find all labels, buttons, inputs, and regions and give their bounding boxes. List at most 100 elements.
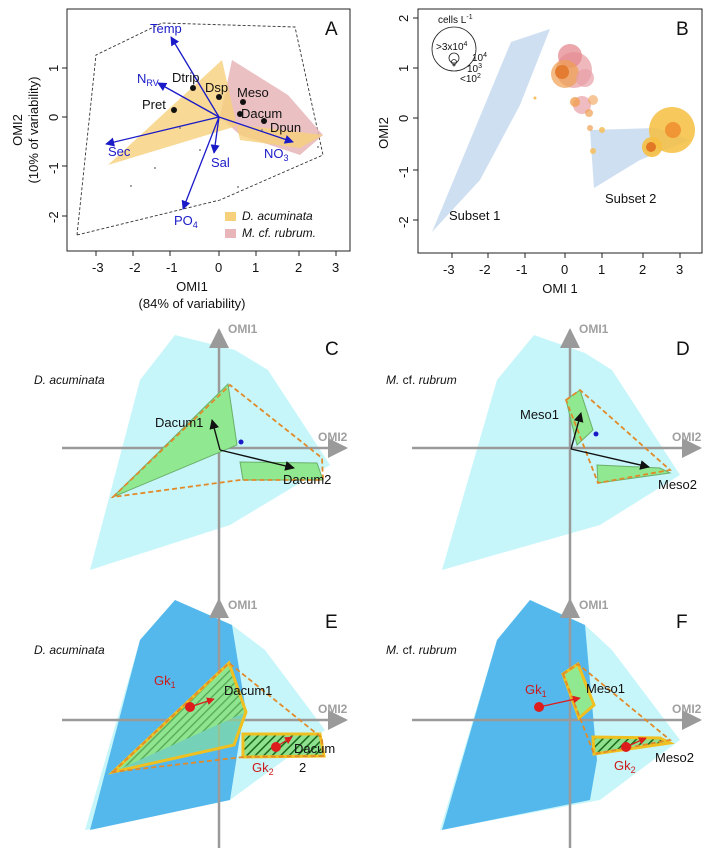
subset1-hull xyxy=(432,29,550,232)
a-ytick: 1 xyxy=(46,65,61,72)
d-axis-h-label: OMI2 xyxy=(672,430,702,444)
panel-e-letter: E xyxy=(325,612,338,633)
a-ytick: -2 xyxy=(46,211,61,223)
b-xtick: 0 xyxy=(561,262,568,277)
c-origin-point xyxy=(238,439,244,445)
b-ytick: -2 xyxy=(396,216,411,228)
size-legend-item: 103 xyxy=(467,63,482,75)
f-axis-v-label: OMI1 xyxy=(579,598,609,612)
b-xlabel: OMI 1 xyxy=(542,281,577,296)
e-gk2-label: Gk2 xyxy=(252,760,274,777)
vector-nrv xyxy=(157,82,220,118)
b-xtick: -1 xyxy=(516,262,528,277)
b-ytick: 2 xyxy=(396,15,411,22)
f-axis-h-label: OMI2 xyxy=(672,702,702,716)
b-ytick: 1 xyxy=(396,65,411,72)
legend-label-dacum: D. acuminata xyxy=(242,209,313,223)
b-ytick: -1 xyxy=(396,166,411,178)
d-origin-point xyxy=(593,431,599,437)
e-label-dacum2: Dacum xyxy=(294,741,335,756)
e-gk2-dot xyxy=(271,742,281,752)
panel-b-xticks-lines xyxy=(451,253,681,258)
e-label-dacum1: Dacum1 xyxy=(224,683,272,698)
a-xtick: 0 xyxy=(215,260,222,275)
label-dtrip: Dtrip xyxy=(172,70,199,85)
e-species: D. acuminata xyxy=(34,643,105,657)
d-hull-meso2 xyxy=(596,464,672,484)
size-legend-item: >3x104 xyxy=(436,41,468,53)
panel-a-vectors xyxy=(105,36,294,210)
size-legend-item: 104 xyxy=(472,52,487,64)
f-blue-region xyxy=(442,600,597,830)
f-species: M. cf. rubrum xyxy=(386,643,457,657)
b-ytick: 0 xyxy=(396,115,411,122)
label-sal: Sal xyxy=(211,155,230,170)
f-gk1-dot xyxy=(534,702,544,712)
panel-a: Temp NRV Sec Sal NO3 PO4 Dtrip Dsp Pret … xyxy=(10,8,351,311)
vector-sec xyxy=(105,116,220,147)
a-xtick: -1 xyxy=(166,260,178,275)
label-meso: Meso xyxy=(237,85,269,100)
c-dashed-hull xyxy=(110,383,324,499)
panel-b-letter: B xyxy=(676,19,689,40)
f-dashed-hull xyxy=(561,662,673,756)
panel-a-frame xyxy=(66,8,351,252)
label-no3: NO3 xyxy=(264,146,289,163)
panel-b-yticks-lines xyxy=(413,17,418,221)
d-cyan-region xyxy=(442,335,680,570)
panel-a-yticks-lines xyxy=(62,67,67,217)
panel-a-dashed-hull xyxy=(76,22,324,236)
b-xtick: 3 xyxy=(676,262,683,277)
e-blue-region xyxy=(90,600,245,830)
d-arrow-meso2 xyxy=(570,448,650,470)
label-dpun: Dpun xyxy=(270,120,301,135)
f-gk2-dot xyxy=(621,742,631,752)
e-gk1-label: Gk1 xyxy=(154,673,176,690)
e-label-dacum2-num: 2 xyxy=(299,760,306,775)
panel-c: Dacum1 Dacum2 D. acuminata OMI1 OMI2 C xyxy=(34,322,348,600)
label-po4: PO4 xyxy=(174,213,198,230)
label-pret: Pret xyxy=(142,97,166,112)
label-temp: Temp xyxy=(150,21,182,36)
label-nrv: NRV xyxy=(137,71,159,88)
panel-b-bubbles xyxy=(533,44,695,157)
label-dacum: Dacum xyxy=(241,106,282,121)
e-gk1-dot xyxy=(185,702,195,712)
panel-a-legend: D. acuminata M. cf. rubrum. xyxy=(225,209,316,240)
d-dashed-hull xyxy=(564,388,672,485)
a-xtick: -2 xyxy=(129,260,141,275)
a-xtick: 1 xyxy=(252,260,259,275)
legend-swatch-meso xyxy=(225,229,236,238)
f-arrow-gk1 xyxy=(538,695,581,708)
a-xtick: 3 xyxy=(332,260,339,275)
f-gk1-label: Gk1 xyxy=(525,682,547,699)
panel-b-frame xyxy=(417,8,703,254)
a-ylabel-sub: (10% of variability) xyxy=(26,77,41,184)
c-species: D. acuminata xyxy=(34,373,105,387)
vector-temp xyxy=(170,36,220,118)
a-xlabel: OMI1 xyxy=(176,279,208,294)
c-label-dacum2: Dacum2 xyxy=(283,472,331,487)
panel-c-letter: C xyxy=(325,339,339,360)
e-dashed-hull xyxy=(110,661,324,774)
d-axis-v-label: OMI1 xyxy=(579,322,609,336)
b-ylabel: OMI2 xyxy=(376,117,391,149)
legend-swatch-dacum xyxy=(225,212,236,221)
vector-no3 xyxy=(218,116,294,144)
label-dsp: Dsp xyxy=(205,80,228,95)
panel-d-letter: D xyxy=(676,339,690,360)
subset1-label: Subset 1 xyxy=(449,208,500,223)
f-gk2-label: Gk2 xyxy=(614,758,636,775)
vector-sal xyxy=(210,116,220,154)
b-xtick: 1 xyxy=(598,262,605,277)
e-hull-dacum2 xyxy=(241,732,326,759)
a-ylabel: OMI2 xyxy=(10,114,25,146)
c-hull-dacum1 xyxy=(112,382,238,498)
subset2-label: Subset 2 xyxy=(605,191,656,206)
panel-a-yellow-hull xyxy=(108,60,323,165)
d-label-meso1: Meso1 xyxy=(520,407,559,422)
c-axis-h-label: OMI2 xyxy=(318,430,348,444)
f-label-meso2: Meso2 xyxy=(655,750,694,765)
a-ytick: -1 xyxy=(46,162,61,174)
